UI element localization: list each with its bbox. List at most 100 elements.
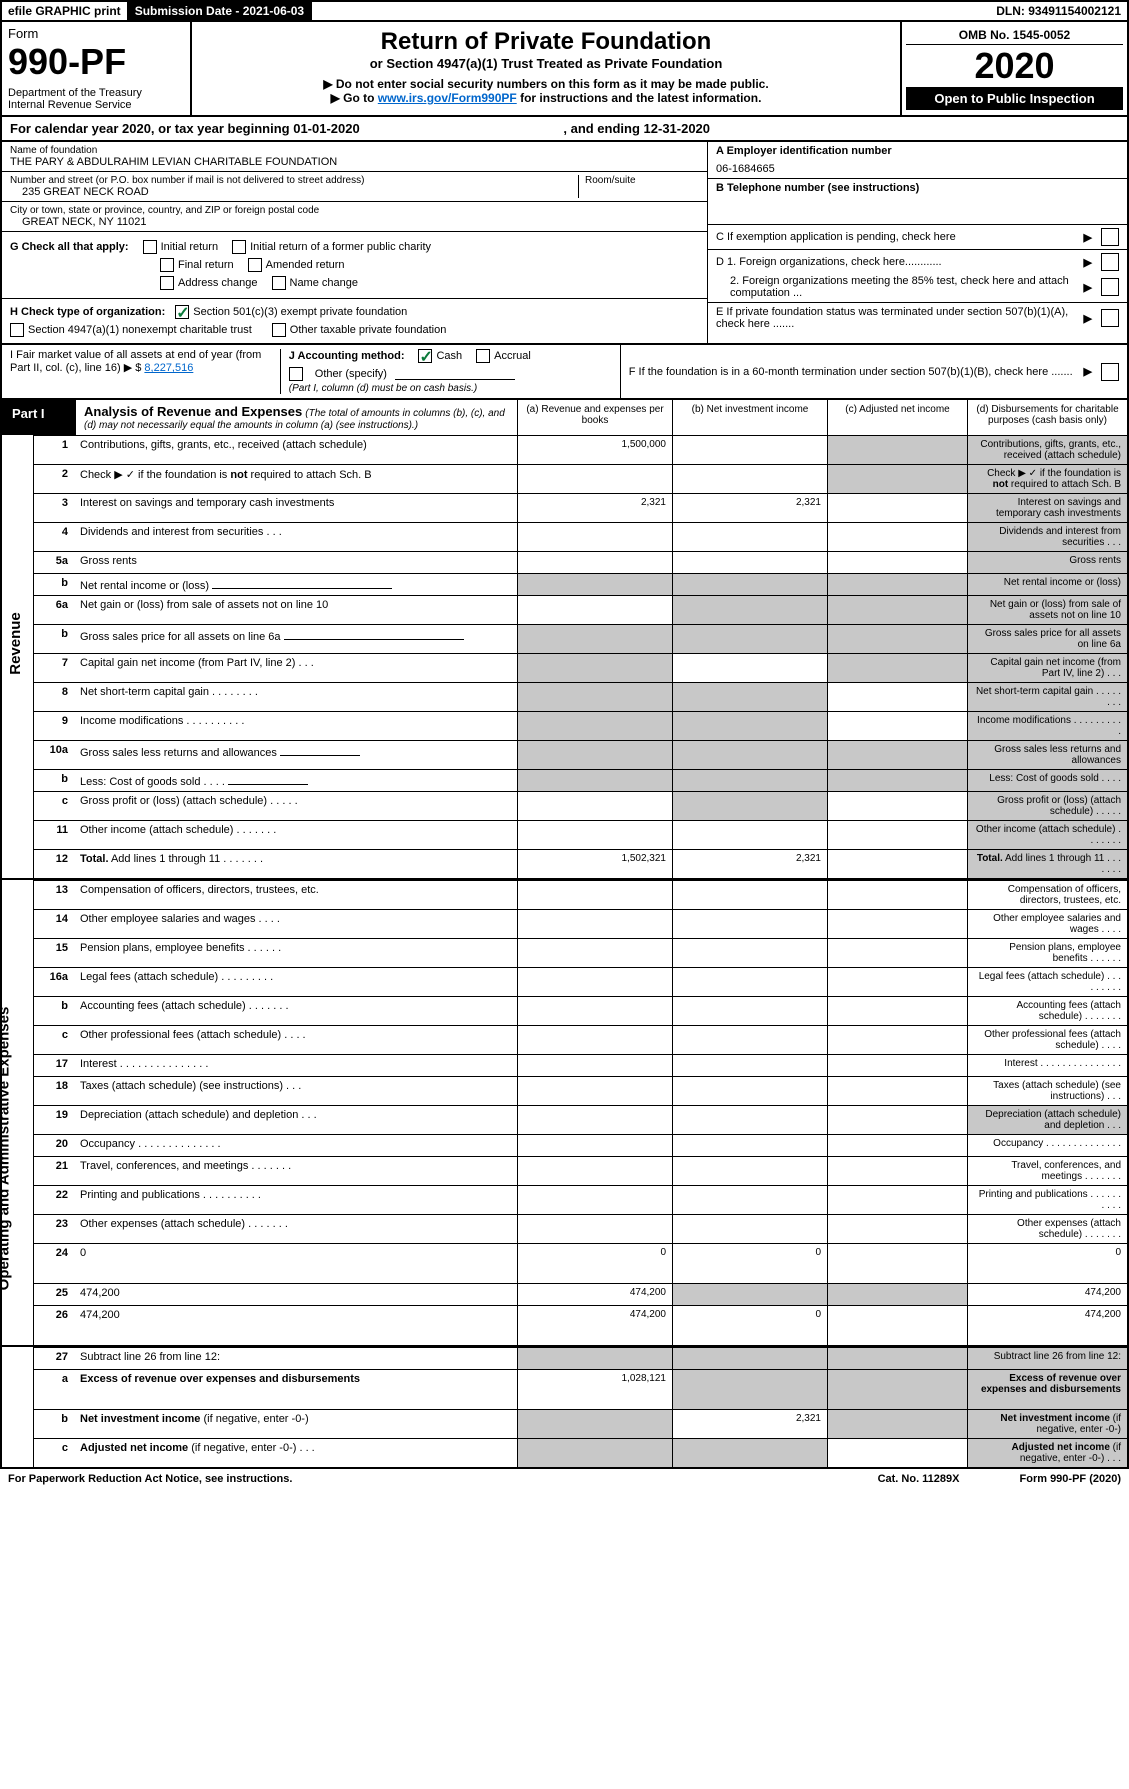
table-cell: Less: Cost of goods sold . . . . <box>967 770 1127 791</box>
chk-e[interactable] <box>1101 309 1119 327</box>
table-cell <box>672 654 827 682</box>
d2-label: 2. Foreign organizations meeting the 85%… <box>716 275 1075 299</box>
table-cell <box>827 1135 967 1156</box>
table-cell: 2,321 <box>672 850 827 878</box>
table-cell: 474,200 <box>967 1306 1127 1345</box>
efile-label: efile GRAPHIC print <box>2 2 129 20</box>
table-cell: Taxes (attach schedule) (see instruction… <box>967 1077 1127 1105</box>
submission-date: Submission Date - 2021-06-03 <box>129 2 312 20</box>
table-cell <box>827 792 967 820</box>
table-row: b Gross sales price for all assets on li… <box>34 624 1127 653</box>
table-cell <box>672 1106 827 1134</box>
table-cell: Compensation of officers, directors, tru… <box>967 881 1127 909</box>
chk-4947[interactable] <box>10 323 24 337</box>
table-cell <box>517 997 672 1025</box>
row-num: 16a <box>34 968 76 996</box>
table-cell <box>827 596 967 624</box>
table-cell: Interest . . . . . . . . . . . . . . . <box>967 1055 1127 1076</box>
instr-2: ▶ Go to www.irs.gov/Form990PF for instru… <box>198 91 894 105</box>
table-cell: Net short-term capital gain . . . . . . … <box>967 683 1127 711</box>
cal-end: , and ending 12-31-2020 <box>563 121 710 136</box>
row-desc: Compensation of officers, directors, tru… <box>76 881 517 909</box>
table-cell <box>827 997 967 1025</box>
other-specify-input[interactable] <box>395 368 515 380</box>
line-input[interactable] <box>212 577 392 589</box>
table-cell <box>672 1077 827 1105</box>
table-row: b Less: Cost of goods sold . . . . Less:… <box>34 769 1127 791</box>
table-row: 23 Other expenses (attach schedule) . . … <box>34 1214 1127 1243</box>
chk-initial-public[interactable] <box>232 240 246 254</box>
line-input[interactable] <box>228 773 308 785</box>
chk-initial-return[interactable] <box>143 240 157 254</box>
chk-other-method[interactable] <box>289 367 303 381</box>
chk-f[interactable] <box>1101 363 1119 381</box>
b-label: B Telephone number (see instructions) <box>716 182 1119 194</box>
part1-label: Part I <box>2 400 76 435</box>
table-row: 21 Travel, conferences, and meetings . .… <box>34 1156 1127 1185</box>
table-cell: Pension plans, employee benefits . . . .… <box>967 939 1127 967</box>
table-cell <box>517 654 672 682</box>
j-accrual-label: Accrual <box>494 350 531 362</box>
row-desc: Subtract line 26 from line 12: <box>76 1348 517 1369</box>
table-row: 7 Capital gain net income (from Part IV,… <box>34 653 1127 682</box>
table-cell: Printing and publications . . . . . . . … <box>967 1186 1127 1214</box>
chk-accrual[interactable] <box>476 349 490 363</box>
g-opt-3: Amended return <box>266 259 345 271</box>
table-cell <box>672 1370 827 1409</box>
table-row: 22 Printing and publications . . . . . .… <box>34 1185 1127 1214</box>
chk-other-taxable[interactable] <box>272 323 286 337</box>
table-cell <box>827 654 967 682</box>
table-cell <box>517 1055 672 1076</box>
table-cell: Excess of revenue over expenses and disb… <box>967 1370 1127 1409</box>
table-row: 19 Depreciation (attach schedule) and de… <box>34 1105 1127 1134</box>
table-cell: Adjusted net income (if negative, enter … <box>967 1439 1127 1467</box>
revenue-side-label: Revenue <box>2 435 34 878</box>
row-desc: Occupancy . . . . . . . . . . . . . . <box>76 1135 517 1156</box>
tax-year: 2020 <box>906 45 1123 87</box>
chk-cash[interactable] <box>418 349 432 363</box>
table-cell <box>517 1026 672 1054</box>
table-cell <box>827 881 967 909</box>
chk-final-return[interactable] <box>160 258 174 272</box>
chk-name-change[interactable] <box>272 276 286 290</box>
chk-amended[interactable] <box>248 258 262 272</box>
chk-c-pending[interactable] <box>1101 228 1119 246</box>
line-input[interactable] <box>280 744 360 756</box>
table-cell <box>517 1215 672 1243</box>
row-num: 23 <box>34 1215 76 1243</box>
table-cell <box>672 997 827 1025</box>
table-cell <box>517 1439 672 1467</box>
irs-link[interactable]: www.irs.gov/Form990PF <box>378 91 517 105</box>
table-cell <box>672 1157 827 1185</box>
i-label: I Fair market value of all assets at end… <box>10 349 261 374</box>
chk-d1[interactable] <box>1101 253 1119 271</box>
table-cell <box>672 821 827 849</box>
table-cell: Gross sales price for all assets on line… <box>967 625 1127 653</box>
table-row: a Excess of revenue over expenses and di… <box>34 1369 1127 1409</box>
row-desc: Less: Cost of goods sold . . . . <box>76 770 517 791</box>
table-cell <box>672 465 827 493</box>
table-cell <box>517 465 672 493</box>
h-opt-0: Section 501(c)(3) exempt private foundat… <box>193 306 407 318</box>
table-cell <box>672 523 827 551</box>
table-cell: Capital gain net income (from Part IV, l… <box>967 654 1127 682</box>
row-num: 21 <box>34 1157 76 1185</box>
row-num: 27 <box>34 1348 76 1369</box>
table-cell: Other income (attach schedule) . . . . .… <box>967 821 1127 849</box>
row-desc: Taxes (attach schedule) (see instruction… <box>76 1077 517 1105</box>
table-cell <box>672 881 827 909</box>
row-desc: Other income (attach schedule) . . . . .… <box>76 821 517 849</box>
table-cell <box>517 910 672 938</box>
line-input[interactable] <box>284 628 464 640</box>
row-num: 25 <box>34 1284 76 1305</box>
chk-501c3[interactable] <box>175 305 189 319</box>
fmv-value[interactable]: 8,227,516 <box>144 362 193 374</box>
main-title: Return of Private Foundation <box>198 28 894 56</box>
sub-title: or Section 4947(a)(1) Trust Treated as P… <box>198 56 894 71</box>
chk-address-change[interactable] <box>160 276 174 290</box>
table-cell <box>517 552 672 573</box>
instr-1: ▶ Do not enter social security numbers o… <box>198 77 894 91</box>
table-row: 20 Occupancy . . . . . . . . . . . . . .… <box>34 1134 1127 1156</box>
chk-d2[interactable] <box>1101 278 1119 296</box>
table-row: 26 474,200 474,2000474,200 <box>34 1305 1127 1345</box>
